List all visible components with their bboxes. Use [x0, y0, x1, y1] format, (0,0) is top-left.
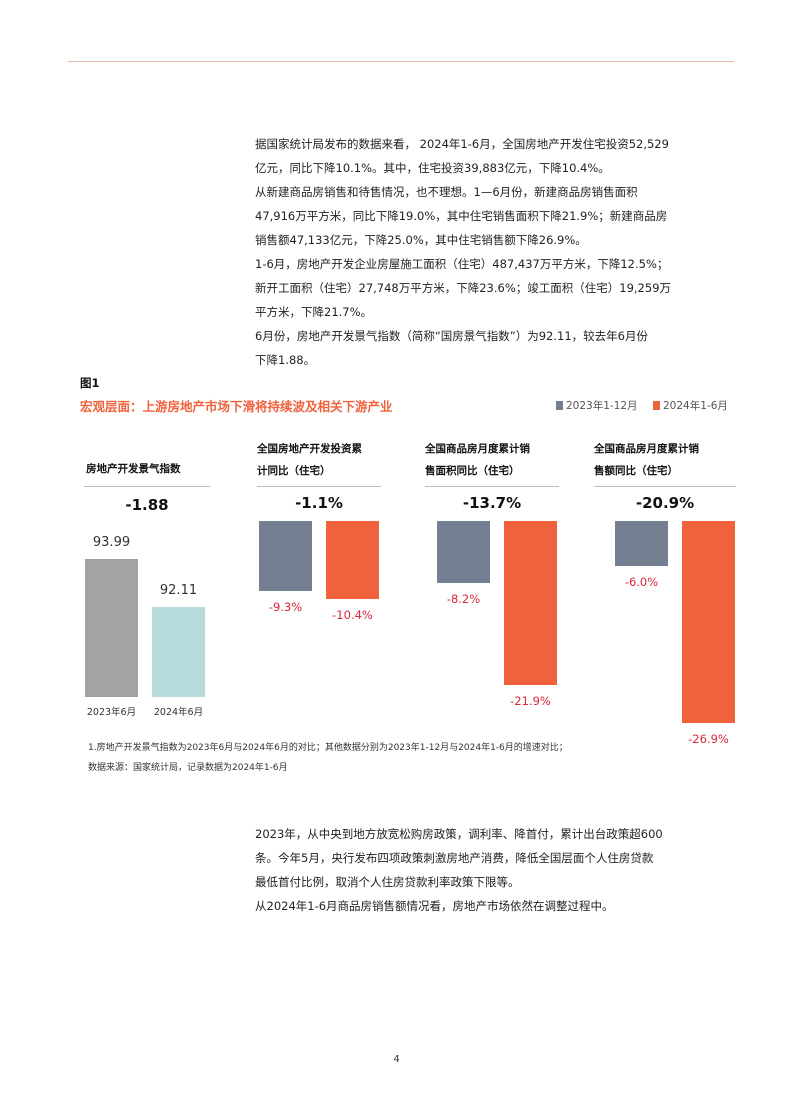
bar [326, 521, 379, 599]
legend-item-2023: 2023年1-12月 [556, 398, 638, 413]
text-line: 1-6月，房地产开发企业房屋施工面积（住宅）487,437万平方米，下降12.5… [255, 257, 669, 271]
bar [615, 521, 668, 566]
text-line: 据国家统计局发布的数据来看， 2024年1-6月，全国房地产开发住宅投资52,5… [255, 137, 669, 151]
figure-note: 1.房地产开发景气指数为2023年6月与2024年6月的对比；其他数据分别为20… [88, 743, 568, 753]
data-source-note: 数据来源：国家统计局，记录数据为2024年1-6月 [88, 763, 288, 773]
panel-title: 房地产开发景气指数 [86, 458, 181, 480]
legend-label-2024: 2024年1-6月 [663, 400, 728, 412]
text-line: 47,916万平方米，同比下降19.0%，其中住宅销售面积下降21.9%；新建商… [255, 209, 668, 223]
panel-title: 全国商品房月度累计销 售额同比（住宅） [594, 438, 699, 482]
text-line: 2023年，从中央到地方放宽松购房政策，调利率、降首付，累计出台政策超600 [255, 827, 663, 841]
text-line: 平方米，下降21.7%。 [255, 305, 373, 319]
header-rule [68, 61, 734, 62]
panel-divider [257, 486, 381, 487]
text-line: 下降1.88。 [255, 353, 316, 367]
data-label: 92.11 [159, 583, 198, 599]
category-label: 2024年6月 [153, 707, 204, 718]
text-line: 6月份，房地产开发景气指数（简称“国房景气指数”）为92.11，较去年6月份 [255, 329, 648, 343]
data-label: -9.3% [268, 599, 303, 614]
panel-divider [425, 486, 559, 487]
data-label: -26.9% [688, 731, 729, 746]
legend-swatch-2024 [653, 401, 660, 410]
figure-label: 图1 [80, 376, 100, 390]
text-line: 亿元，同比下降10.1%。其中，住宅投资39,883亿元，下降10.4%。 [255, 161, 610, 175]
panel-headline: -1.88 [125, 496, 169, 514]
bottom-paragraph: 从2024年1-6月商品房销售额情况看，房地产市场依然在调整过程中。 [255, 894, 725, 918]
text-line: 新开工面积（住宅）27,748万平方米，下降23.6%；竣工面积（住宅）19,2… [255, 281, 672, 295]
panel-headline: -13.7% [462, 494, 522, 512]
panel-title: 全国商品房月度累计销 售面积同比（住宅） [425, 438, 530, 482]
page-number: 4 [393, 1054, 400, 1065]
top-paragraph: 6月份，房地产开发景气指数（简称“国房景气指数”）为92.11，较去年6月份 下降… [255, 324, 725, 372]
text-line: 从2024年1-6月商品房销售额情况看，房地产市场依然在调整过程中。 [255, 899, 614, 913]
text-line: 从新建商品房销售和待售情况，也不理想。1—6月份，新建商品房销售面积 [255, 185, 638, 199]
body-text-bottom: 2023年，从中央到地方放宽松购房政策，调利率、降首付，累计出台政策超600 条。… [255, 822, 725, 918]
panel-title-line: 全国商品房月度累计销 [425, 443, 530, 455]
panel-divider [84, 486, 210, 487]
panel-headline: -20.9% [635, 494, 695, 512]
body-text-top: 据国家统计局发布的数据来看， 2024年1-6月，全国房地产开发住宅投资52,5… [255, 132, 725, 372]
panel-divider [594, 486, 736, 487]
panel-title-line: 房地产开发景气指数 [86, 463, 181, 475]
panel-title-line: 计同比（住宅） [257, 465, 331, 477]
bar [437, 521, 490, 583]
bar [259, 521, 312, 591]
data-label: -21.9% [510, 694, 551, 709]
bar [152, 607, 205, 697]
text-line: 销售额47,133亿元，下降25.0%，其中住宅销售额下降26.9%。 [255, 233, 587, 247]
bar [85, 559, 138, 697]
data-label: -8.2% [446, 591, 481, 606]
data-label: 93.99 [92, 535, 131, 551]
panel-title-line: 售面积同比（住宅） [425, 465, 520, 477]
panel-title-line: 全国房地产开发投资累 [257, 443, 362, 455]
legend-label-2023: 2023年1-12月 [566, 400, 638, 412]
data-label: -10.4% [332, 608, 373, 622]
bottom-paragraph: 2023年，从中央到地方放宽松购房政策，调利率、降首付，累计出台政策超600 条。… [255, 822, 725, 894]
panel-title: 全国房地产开发投资累 计同比（住宅） [257, 438, 362, 482]
category-label: 2023年6月 [86, 707, 137, 718]
figure-title: 宏观层面：上游房地产市场下滑将持续波及相关下游产业 [80, 399, 393, 414]
top-paragraph: 从新建商品房销售和待售情况，也不理想。1—6月份，新建商品房销售面积 47,916… [255, 180, 725, 252]
legend-item-2024: 2024年1-6月 [653, 398, 728, 413]
top-paragraph: 据国家统计局发布的数据来看， 2024年1-6月，全国房地产开发住宅投资52,5… [255, 132, 725, 180]
text-line: 条。今年5月，央行发布四项政策刺激房地产消费，降低全国层面个人住房贷款 [255, 851, 654, 865]
legend-swatch-2023 [556, 401, 563, 410]
text-line: 最低首付比例，取消个人住房贷款利率政策下限等。 [255, 875, 520, 889]
bar [682, 521, 735, 723]
panel-headline: -1.1% [295, 494, 343, 512]
top-paragraph: 1-6月，房地产开发企业房屋施工面积（住宅）487,437万平方米，下降12.5… [255, 252, 725, 324]
panel-title-line: 售额同比（住宅） [594, 465, 678, 477]
data-label: -6.0% [624, 575, 659, 589]
panel-title-line: 全国商品房月度累计销 [594, 443, 699, 455]
bar [504, 521, 557, 686]
